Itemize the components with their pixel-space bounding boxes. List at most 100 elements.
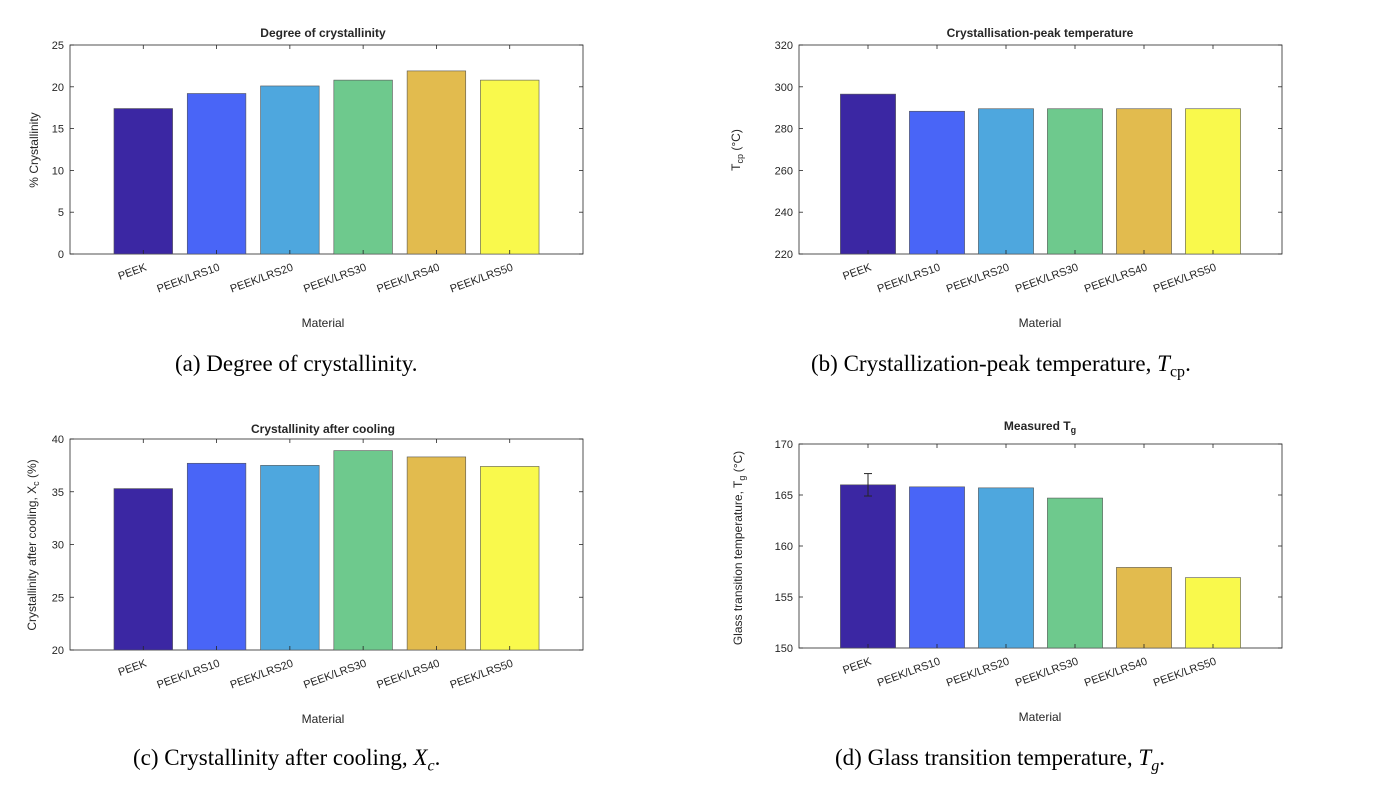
x-tick-label: PEEK/LRS40 [1083, 262, 1149, 296]
x-tick-label: PEEK/LRS50 [449, 262, 515, 296]
bar [480, 466, 540, 651]
bar [260, 465, 320, 651]
y-axis-label-sub: g [737, 476, 747, 481]
caption-c-subscript-text: c [427, 757, 435, 775]
y-axis-label: % Crystallinity [27, 112, 41, 187]
x-axis-label: Material [1019, 316, 1062, 330]
y-tick-label: 160 [775, 541, 793, 553]
chart-title-sub: g [1071, 425, 1077, 435]
caption-b-text: Crystallization-peak temperature, [843, 351, 1152, 376]
caption-a: (a) Degree of crystallinity. [175, 351, 417, 377]
caption-d-subscript: g [1151, 758, 1159, 775]
caption-c-subscript: c [427, 758, 434, 775]
y-tick-label: 165 [775, 490, 793, 502]
y-tick-label: 280 [775, 124, 793, 136]
caption-d-end: . [1159, 745, 1165, 770]
x-tick-label: PEEK [117, 657, 149, 679]
x-tick-label: PEEK/LRS30 [1014, 656, 1080, 690]
x-tick-label: PEEK/LRS30 [302, 262, 368, 296]
x-tick-label: PEEK/LRS40 [375, 262, 441, 296]
caption-c-end: . [434, 745, 441, 770]
y-tick-label: 30 [52, 540, 64, 552]
x-tick-label: PEEK/LRS10 [155, 262, 221, 296]
x-tick-label: PEEK/LRS40 [1083, 656, 1149, 690]
caption-b-end: . [1185, 351, 1191, 376]
bar [186, 462, 247, 651]
y-tick-label: 300 [775, 82, 793, 94]
y-tick-label: 150 [775, 643, 793, 655]
caption-d-label: (d) [835, 745, 862, 770]
x-axis-label: Material [302, 712, 345, 726]
caption-b: (b) Crystallization-peak temperature, Tc… [811, 351, 1191, 382]
bar [840, 484, 896, 649]
bar [909, 110, 965, 255]
chart-panel-c: 20 25 30 35 40 PEEK PEEK/LRS10 PEEK/LRS20 PEEK/L… [0, 398, 700, 743]
x-tick-label: PEEK/LRS50 [449, 658, 515, 692]
x-axis-label: Material [302, 316, 345, 330]
y-tick-label: 15 [52, 124, 64, 136]
x-tick-label: PEEK/LRS30 [1014, 262, 1080, 296]
y-axis-label-tail: (°C) [731, 451, 745, 476]
bar [480, 79, 540, 255]
x-tick-label: PEEK/LRS50 [1152, 262, 1218, 296]
x-tick-label: PEEK [117, 261, 149, 283]
chart-panel-b: 220 240 260 280 300 320 PEEK PEEK/LRS10 PEEK/LRS… [700, 0, 1376, 345]
caption-b-subscript: cp [1169, 363, 1186, 381]
y-tick-label: 260 [775, 165, 793, 177]
bar [333, 79, 393, 255]
bar [909, 486, 965, 649]
y-tick-label: 240 [775, 207, 793, 219]
chart-panel-a: 0 5 10 15 20 25 PEEK PEEK/LRS10 PEEK/LRS20 PEEK/L… [0, 0, 700, 345]
y-tick-label: 10 [52, 165, 64, 177]
bar [1116, 567, 1172, 649]
bar [1047, 497, 1103, 649]
bar [1185, 577, 1241, 649]
bar [260, 85, 320, 255]
chart-panel-d: 150 155 160 165 170 PEEK PEEK/LRS10 PEEK/LRS20 P… [700, 398, 1376, 743]
y-tick-label: 25 [52, 592, 64, 604]
bar [186, 93, 247, 255]
bar [406, 70, 467, 255]
bar [113, 108, 173, 255]
caption-d: (d) Glass transition temperature, Tg. [835, 745, 1165, 776]
caption-c-label: (c) [133, 745, 159, 770]
x-tick-label: PEEK/LRS10 [876, 656, 942, 690]
y-axis-label: Glass transition temperature, Tg (°C) [731, 451, 747, 645]
y-axis-label-tail: (°C) [729, 129, 743, 154]
bar [113, 488, 173, 651]
y-tick-label: 5 [58, 207, 64, 219]
x-tick-label: PEEK/LRS20 [229, 658, 295, 692]
x-tick-label: PEEK [841, 261, 873, 283]
y-tick-label: 20 [52, 645, 64, 657]
y-axis-label-sub: c [31, 481, 41, 486]
y-axis-label-sub: cp [735, 154, 745, 164]
caption-a-label: (a) [175, 351, 201, 376]
chart-title: Degree of crystallinity [260, 26, 386, 40]
y-axis-label-tail: (%) [25, 459, 39, 481]
caption-d-subscript-text: g [1151, 757, 1160, 775]
y-axis-label-main: Glass transition temperature, T [731, 480, 745, 645]
bar [1047, 108, 1103, 255]
bar [1116, 108, 1172, 255]
chart-title: Crystallisation-peak temperature [947, 26, 1134, 40]
y-axis-label: Crystallinity after cooling, Xc (%) [25, 459, 41, 630]
y-tick-label: 0 [58, 249, 64, 261]
x-tick-label: PEEK/LRS20 [229, 262, 295, 296]
caption-d-symbol: T [1138, 745, 1152, 770]
x-tick-label: PEEK/LRS40 [375, 658, 441, 692]
x-axis-label: Material [1019, 710, 1062, 724]
caption-c: (c) Crystallinity after cooling, Xc. [133, 745, 440, 776]
caption-a-text: Degree of crystallinity. [206, 351, 418, 376]
y-tick-label: 20 [52, 82, 64, 94]
y-axis-label-main: Crystallinity after cooling, X [25, 486, 39, 631]
bar [978, 108, 1034, 255]
y-tick-label: 35 [52, 487, 64, 499]
x-tick-label: PEEK/LRS10 [155, 658, 221, 692]
x-tick-label: PEEK/LRS10 [876, 262, 942, 296]
caption-b-label: (b) [811, 351, 838, 376]
bar [978, 487, 1034, 649]
x-tick-label: PEEK/LRS30 [302, 658, 368, 692]
y-axis-label-main: T [729, 163, 743, 171]
